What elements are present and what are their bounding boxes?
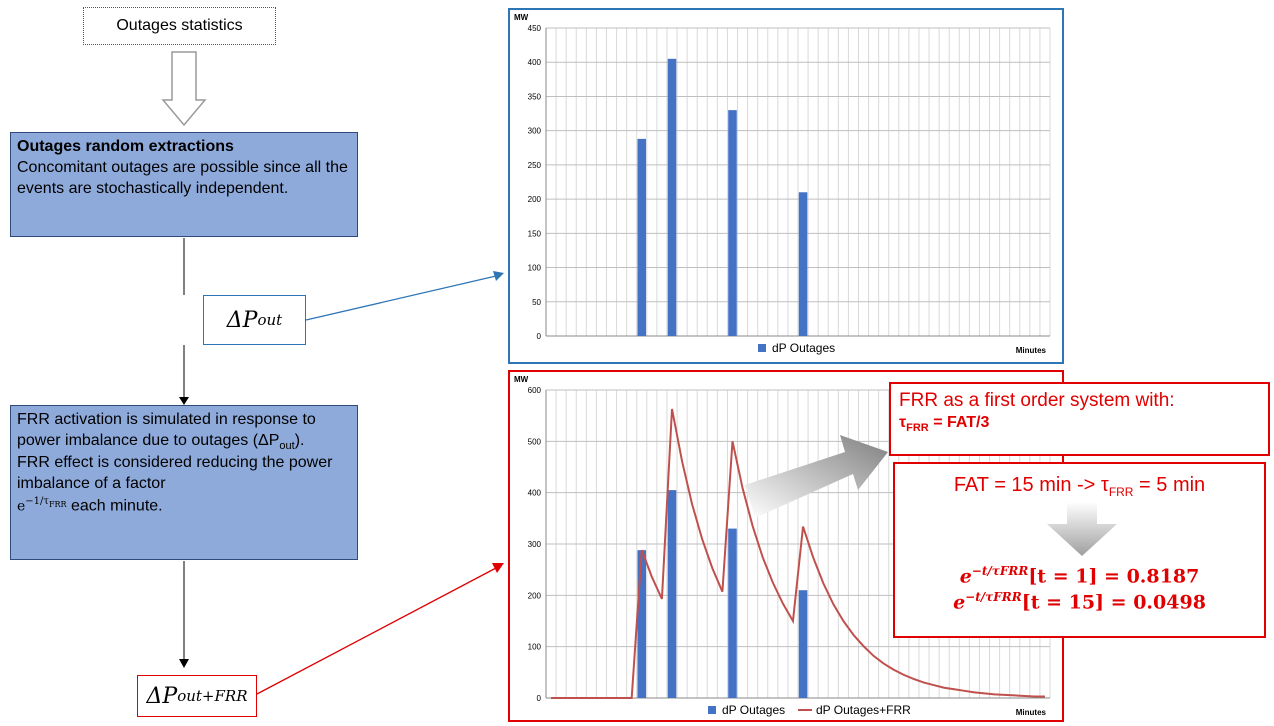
frr-text-4: each minute. [66, 497, 163, 515]
tau-value: = FAT/3 [928, 414, 990, 431]
frr-text-2: ). [294, 431, 305, 449]
delta-p-label: ΔP [226, 307, 258, 333]
x-axis-label: Minutes [1016, 708, 1047, 717]
y-tick-label: 50 [532, 298, 541, 307]
eq2-exp: −t/τFRR [965, 590, 1022, 604]
frr-text-1: FRR activation is simulated in response … [17, 411, 316, 449]
y-tick-label: 450 [528, 24, 542, 33]
y-tick-label: 400 [528, 58, 542, 67]
data-bar [637, 138, 647, 336]
y-tick-label: 100 [528, 643, 542, 652]
legend-entry: dP Outages [772, 341, 835, 355]
frr-sub-out: out [279, 439, 295, 452]
delta-p-sub: out [257, 311, 283, 329]
legend-swatch [708, 706, 716, 714]
frr-activation-box: FRR activation is simulated in response … [10, 405, 358, 560]
data-line [551, 408, 1045, 699]
eq2-base: e [953, 591, 966, 614]
hollow-down-arrow-icon [161, 51, 207, 127]
delta-p-out-box: ΔP out [203, 295, 306, 345]
blue-pointer-line [305, 275, 497, 321]
fat-sub: FRR [1108, 485, 1134, 499]
eq1-exp: −t/τFRR [971, 564, 1029, 578]
data-bar [798, 590, 808, 698]
frr-factor-sub: FRR [48, 499, 67, 509]
frr-first-order-text: FRR as a first order system with: [899, 390, 1175, 411]
data-bar [637, 550, 647, 698]
outages-statistics-label: Outages statistics [116, 17, 243, 34]
data-bar [667, 58, 677, 337]
eq2-text: [t = 15] = 0.0498 [1021, 591, 1206, 614]
eq1-base: e [959, 565, 972, 588]
grey-down-arrow-icon [1047, 502, 1117, 556]
arrowhead-1 [179, 397, 189, 405]
delta-p2-label: ΔP [146, 683, 178, 709]
y-tick-label: 250 [528, 161, 542, 170]
y-tick-label: 500 [528, 437, 542, 446]
y-tick-label: 350 [528, 92, 542, 101]
grey-arrow-svg [745, 435, 888, 518]
x-axis-label: Minutes [1016, 346, 1047, 355]
legend-entry: dP Outages+FRR [816, 703, 911, 717]
legend-entry: dP Outages [722, 703, 785, 717]
y-tick-label: 300 [528, 127, 542, 136]
legend-swatch [758, 344, 766, 352]
data-bar [728, 528, 737, 698]
data-bar [798, 192, 808, 336]
outages-extraction-text: Concomitant outages are possible since a… [17, 158, 348, 197]
y-tick-label: 300 [528, 540, 542, 549]
y-tick-label: 0 [537, 332, 542, 341]
tau-symbol: τ [899, 414, 907, 431]
red-pointer-line [256, 567, 497, 695]
delta-p2-sub: out+FRR [177, 687, 248, 705]
outages-statistics-box: Outages statistics [83, 7, 276, 45]
y-tick-label: 600 [528, 386, 542, 395]
frr-factor-exp: −1/τ [25, 495, 49, 507]
y-tick-label: 0 [537, 694, 542, 703]
data-bar [667, 490, 677, 698]
tau-sub: FRR [906, 422, 929, 435]
y-tick-label: 100 [528, 264, 542, 273]
delta-p-out-frr-box: ΔP out+FRR [137, 675, 257, 717]
arrowhead-2 [179, 659, 189, 668]
y-tick-label: 400 [528, 489, 542, 498]
fat-text: FAT = 15 min -> τ [953, 474, 1109, 496]
outages-extraction-box: Outages random extractions Concomitant o… [10, 132, 358, 237]
frr-factor: e [17, 498, 26, 515]
blue-pointer-arrowhead [493, 271, 504, 281]
grey-arrow-icon [745, 435, 888, 518]
fat-tail: = 5 min [1133, 474, 1206, 496]
eq1-text: [t = 1] = 0.8187 [1028, 565, 1200, 588]
y-tick-label: 150 [528, 229, 542, 238]
fat-box: FAT = 15 min -> τFRR = 5 min e−t/τFRR[t … [893, 462, 1266, 638]
y-axis-label: MW [514, 375, 529, 384]
outages-chart: 0 50 100 150 200 250 300 350 400 450 MW Minutes dP O… [514, 13, 1051, 355]
red-pointer-arrowhead [492, 563, 504, 573]
frr-text-3: FRR effect is considered reducing the po… [17, 454, 333, 493]
data-bar [728, 110, 737, 336]
y-tick-label: 200 [528, 591, 542, 600]
frr-first-order-box: FRR as a first order system with: τFRR =… [889, 382, 1270, 456]
y-tick-label: 200 [528, 195, 542, 204]
grey-down-arrow-svg [1047, 502, 1117, 556]
outages-extraction-heading: Outages random extractions [17, 138, 234, 155]
outages-chart-frame: 0 50 100 150 200 250 300 350 400 450 MW Minutes dP O… [508, 8, 1064, 364]
y-axis-label: MW [514, 13, 529, 22]
